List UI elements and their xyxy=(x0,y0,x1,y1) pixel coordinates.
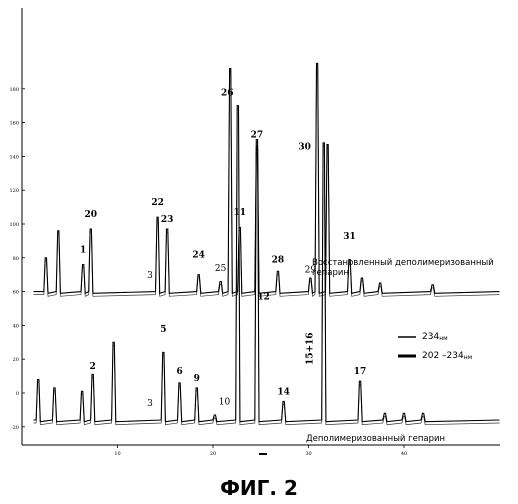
y-tick-label: 20 xyxy=(13,357,19,363)
peak-label: 3 xyxy=(147,271,153,281)
panel-note: Восстановленный деполимеризованный xyxy=(312,258,494,268)
y-tick-labels: 180 160 140 120 100 80 60 40 20 0 -20 xyxy=(9,87,25,431)
peak-label: 2 xyxy=(90,362,96,372)
legend-item-234: 234нм xyxy=(398,332,448,342)
y-tick-label: 60 xyxy=(13,290,19,296)
y-tick-label: 80 xyxy=(13,256,19,262)
peak-label: 6 xyxy=(176,367,182,377)
x-tick-labels: 10 20 30 40 xyxy=(114,445,407,457)
peak-label: 10 xyxy=(219,398,231,408)
traces xyxy=(34,63,500,424)
y-tick-label: 180 xyxy=(9,87,19,93)
y-tick-label: 140 xyxy=(9,154,19,160)
legend-label-202-234-unit: нм xyxy=(464,354,472,361)
y-tick-label: 0 xyxy=(16,391,19,397)
peak-label: 28 xyxy=(272,256,285,266)
y-tick-label: 40 xyxy=(13,323,19,329)
y-tick-label: 100 xyxy=(9,222,19,228)
legend-label-202-234-main: 202 –234 xyxy=(422,351,464,361)
peak-label: 25 xyxy=(215,264,227,274)
legend-item-202-234: 202 –234нм xyxy=(398,351,472,361)
figure-caption: ФИГ. 2 xyxy=(220,476,298,500)
legend-label-234-unit: нм xyxy=(439,335,447,342)
peak-label: 20 xyxy=(84,210,97,220)
y-tick-label: 160 xyxy=(9,121,19,127)
legend-label-234-main: 234 xyxy=(422,332,439,342)
peak-label: 9 xyxy=(194,374,200,384)
peak-label: 15+16 xyxy=(305,332,315,365)
y-tick-label: 120 xyxy=(9,188,19,194)
peak-label: 26 xyxy=(221,88,234,98)
peak-label: 1 xyxy=(80,245,86,255)
x-tick-label: 40 xyxy=(401,451,407,457)
peak-label: 11 xyxy=(233,208,246,218)
y-tick-label: -20 xyxy=(11,425,19,431)
peak-label: 3 xyxy=(147,399,153,409)
legend: 234нм 202 –234нм xyxy=(398,332,472,361)
peak-label: 27 xyxy=(251,131,264,141)
x-tick-label: 30 xyxy=(305,451,311,457)
x-tick-label: 20 xyxy=(210,451,216,457)
legend-label-234: 234нм xyxy=(422,332,448,342)
peak-label: 12 xyxy=(257,293,270,303)
panel-note: Деполимеризованный гепарин xyxy=(306,434,445,444)
peak-label: 30 xyxy=(298,142,311,152)
peak-label: 22 xyxy=(151,198,164,208)
peak-labels: 120322232425261127282930312356910121415+… xyxy=(80,88,366,409)
peak-label: 5 xyxy=(160,325,166,335)
peak-label: 24 xyxy=(192,250,205,260)
peak-label: 17 xyxy=(354,367,367,377)
legend-label-202-234: 202 –234нм xyxy=(422,351,472,361)
peak-label: 31 xyxy=(343,232,356,242)
x-tick-label: 10 xyxy=(114,451,120,457)
panel-notes: Восстановленный деполимеризованныйгепари… xyxy=(306,258,494,444)
peak-label: 23 xyxy=(161,215,174,225)
peak-label: 14 xyxy=(277,387,290,397)
panel-note: гепарин xyxy=(312,268,349,278)
